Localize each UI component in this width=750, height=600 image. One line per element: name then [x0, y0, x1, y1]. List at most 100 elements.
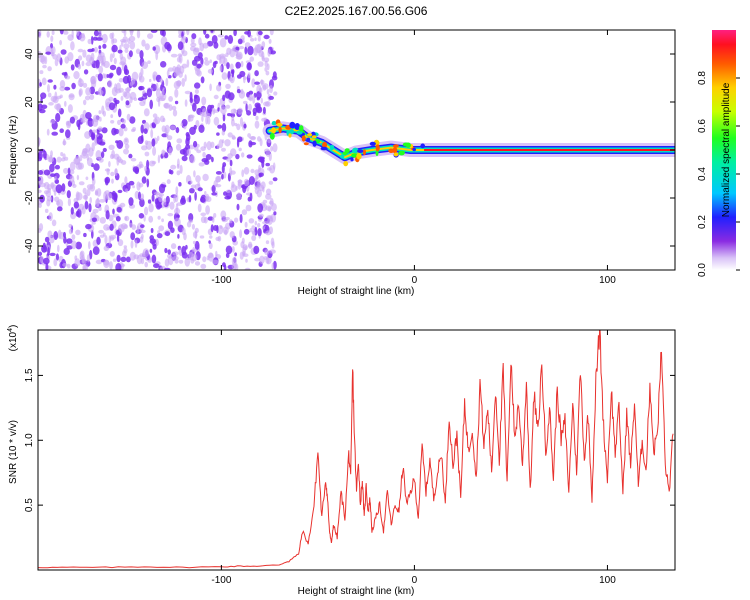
- noise-blob: [196, 70, 202, 77]
- noise-blob: [165, 77, 169, 87]
- noise-blob: [169, 170, 174, 175]
- noise-blob: [181, 227, 186, 236]
- noise-blob: [222, 162, 227, 168]
- noise-blob: [78, 55, 83, 61]
- noise-blob: [108, 161, 111, 168]
- noise-blob: [243, 123, 247, 129]
- noise-blob: [46, 31, 50, 38]
- noise-blob: [57, 206, 63, 212]
- noise-blob: [64, 100, 67, 107]
- noise-blob: [53, 231, 59, 240]
- noise-blob: [85, 61, 92, 67]
- noise-blob: [179, 149, 186, 155]
- noise-blob: [179, 65, 185, 74]
- noise-blob: [164, 41, 171, 50]
- noise-blob: [185, 144, 191, 151]
- noise-blob: [156, 135, 160, 141]
- snr-panel: -100 0 100 0.5 1.0 1.5 Height of straight li…: [7, 325, 676, 597]
- noise-blob: [124, 176, 128, 184]
- noise-blob: [247, 30, 252, 38]
- noise-blob: [146, 88, 153, 98]
- noise-blob: [261, 160, 265, 168]
- noise-blob: [113, 128, 120, 135]
- noise-blob: [249, 141, 257, 146]
- noise-blob: [48, 102, 54, 106]
- noise-blob: [85, 54, 92, 63]
- noise-blob: [244, 267, 251, 270]
- noise-blob: [146, 178, 150, 188]
- noise-blob: [78, 89, 82, 98]
- noise-blob: [213, 213, 217, 218]
- noise-blob: [178, 54, 183, 64]
- noise-blob: [231, 118, 235, 127]
- snr-multiplier-close: ): [8, 325, 19, 328]
- noise-blob: [45, 190, 52, 198]
- noise-blob: [47, 246, 50, 256]
- noise-blob: [160, 61, 167, 68]
- noise-blob: [62, 263, 68, 267]
- noise-blob: [256, 43, 263, 54]
- noise-blob: [184, 74, 187, 82]
- noise-blob: [197, 182, 201, 187]
- noise-blob: [151, 138, 156, 147]
- noise-blob: [138, 75, 145, 83]
- noise-blob: [113, 194, 118, 203]
- noise-blob: [124, 69, 130, 76]
- noise-blob: [46, 128, 50, 136]
- noise-blob: [67, 167, 71, 176]
- noise-blob: [239, 229, 243, 239]
- noise-blob: [140, 193, 145, 201]
- noise-blob: [264, 249, 270, 256]
- noise-blob: [265, 240, 270, 245]
- noise-blob: [78, 181, 85, 186]
- noise-blob: [59, 80, 66, 89]
- noise-blob: [85, 87, 92, 96]
- noise-blob: [181, 119, 188, 127]
- noise-blob: [254, 37, 257, 41]
- noise-blob: [263, 34, 270, 40]
- noise-blob: [129, 116, 136, 124]
- noise-blob: [221, 173, 224, 180]
- noise-blob: [223, 171, 227, 179]
- noise-blob: [71, 240, 77, 250]
- noise-blob: [93, 30, 99, 37]
- noise-blob: [63, 138, 66, 146]
- noise-blob: [130, 240, 134, 249]
- noise-blob: [102, 147, 107, 153]
- noise-blob: [110, 120, 115, 124]
- noise-blob: [207, 68, 213, 74]
- noise-blob: [137, 136, 144, 144]
- track-blob: [289, 121, 296, 129]
- noise-blob: [205, 205, 211, 215]
- track-blob: [271, 121, 277, 126]
- noise-blob: [233, 30, 237, 37]
- noise-blob: [38, 228, 42, 233]
- noise-blob: [257, 228, 262, 237]
- noise-blob: [198, 37, 202, 46]
- noise-blob: [267, 218, 271, 224]
- noise-blob: [132, 185, 136, 189]
- noise-blob: [200, 57, 204, 66]
- noise-blob: [206, 141, 212, 151]
- noise-blob: [194, 89, 199, 94]
- noise-blob: [38, 189, 42, 194]
- noise-blob: [269, 249, 276, 254]
- noise-blob: [157, 215, 161, 220]
- noise-blob: [55, 184, 63, 194]
- noise-blob: [141, 233, 144, 240]
- noise-blob: [123, 43, 130, 50]
- noise-blob: [193, 140, 198, 148]
- noise-blob: [188, 213, 194, 222]
- noise-blob: [144, 206, 149, 216]
- noise-blob: [128, 197, 134, 206]
- noise-blob: [215, 171, 222, 175]
- track-blob: [276, 122, 283, 127]
- noise-blob: [225, 104, 231, 109]
- track-blob: [271, 127, 276, 134]
- noise-blob: [116, 254, 121, 263]
- noise-blob: [217, 235, 222, 242]
- noise-blob: [87, 38, 92, 45]
- noise-blob: [254, 81, 260, 85]
- noise-blob: [68, 228, 73, 235]
- noise-blob: [248, 176, 255, 185]
